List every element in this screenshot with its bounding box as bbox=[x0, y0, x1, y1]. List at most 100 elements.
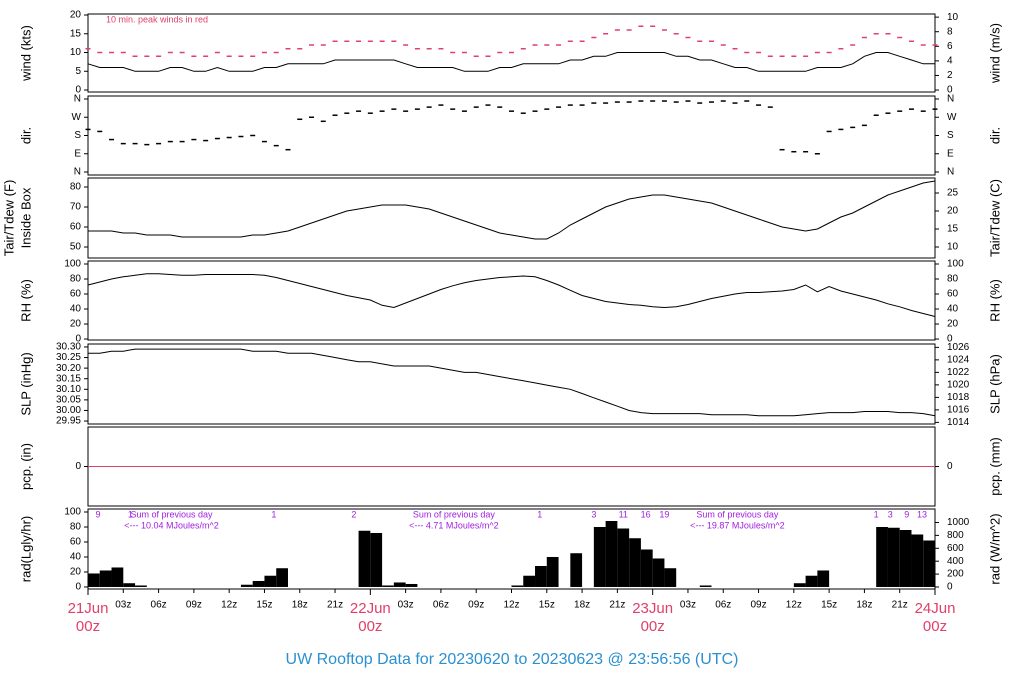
x-tick-label: 12z bbox=[503, 600, 519, 611]
y-tick-label: 29.95 bbox=[56, 416, 81, 427]
x-day-sublabel: 00z bbox=[358, 618, 382, 635]
y2-tick-label: 600 bbox=[947, 543, 964, 554]
bar bbox=[699, 585, 712, 587]
annotation: Sum of previous day bbox=[131, 509, 214, 519]
y-axis-label: Tair/Tdew (F) bbox=[1, 180, 16, 257]
bar bbox=[617, 528, 630, 587]
bar bbox=[664, 568, 677, 587]
y2-axis-label: dir. bbox=[987, 127, 1002, 144]
y-tick-label: 0 bbox=[75, 334, 81, 345]
y-tick-label: 20 bbox=[70, 319, 82, 330]
y2-tick-label: 8 bbox=[947, 26, 953, 37]
hour-label: 16 bbox=[641, 509, 651, 519]
y-tick-label: 60 bbox=[70, 289, 82, 300]
y-tick-label: W bbox=[72, 112, 82, 123]
y2-tick-label: 20 bbox=[947, 319, 959, 330]
bar bbox=[923, 540, 935, 587]
bar bbox=[535, 565, 547, 587]
bar bbox=[511, 585, 524, 587]
bar bbox=[135, 585, 147, 587]
y2-tick-label: 200 bbox=[947, 569, 964, 580]
x-tick-label: 06z bbox=[151, 600, 167, 611]
bar bbox=[817, 570, 830, 587]
x-tick-label: 06z bbox=[433, 600, 449, 611]
x-tick-label: 03z bbox=[115, 600, 131, 611]
bar bbox=[629, 538, 641, 587]
x-day-label: 24Jun bbox=[915, 600, 956, 617]
annotation: Sum of previous day bbox=[696, 509, 779, 519]
series-line bbox=[88, 348, 936, 417]
y-tick-label: 30.15 bbox=[56, 373, 81, 384]
y-tick-label: 30.20 bbox=[56, 363, 81, 374]
hour-label: 19 bbox=[659, 509, 669, 519]
y-tick-label: 20 bbox=[70, 567, 82, 578]
x-tick-label: 18z bbox=[292, 600, 308, 611]
x-tick-label: 18z bbox=[856, 600, 872, 611]
x-tick-label: 21z bbox=[327, 600, 343, 611]
x-tick-label: 12z bbox=[786, 600, 802, 611]
x-day-sublabel: 00z bbox=[923, 618, 947, 635]
x-tick-label: 12z bbox=[221, 600, 237, 611]
hour-label: 3 bbox=[591, 509, 596, 519]
y-axis-label: rad(Lgly/hr) bbox=[18, 516, 33, 582]
annotation: Sum of previous day bbox=[413, 509, 496, 519]
y2-tick-label: 25 bbox=[947, 188, 959, 199]
y2-tick-label: 10 bbox=[947, 242, 959, 253]
annotation: <--- 19.87 MJoules/m^2 bbox=[690, 520, 785, 530]
y2-tick-label: E bbox=[947, 148, 954, 159]
y2-tick-label: 15 bbox=[947, 224, 959, 235]
y2-tick-label: 1022 bbox=[947, 367, 970, 378]
bar bbox=[887, 527, 900, 587]
bar bbox=[593, 526, 606, 587]
x-day-label: 21Jun bbox=[68, 600, 109, 617]
y-tick-label: 100 bbox=[64, 507, 81, 518]
hour-label: 1 bbox=[874, 509, 879, 519]
bar bbox=[605, 520, 618, 587]
chart-title: UW Rooftop Data for 20230620 to 20230623… bbox=[286, 651, 739, 668]
bar bbox=[899, 529, 912, 587]
bar bbox=[358, 530, 371, 587]
y-tick-label: 80 bbox=[70, 522, 82, 533]
y-tick-label: 30.10 bbox=[56, 384, 81, 395]
y-axis-label: dir. bbox=[18, 127, 33, 144]
bar bbox=[876, 526, 888, 587]
x-day-label: 23Jun bbox=[632, 600, 673, 617]
x-tick-label: 06z bbox=[715, 600, 731, 611]
y-tick-label: 80 bbox=[70, 274, 82, 285]
y-tick-label: 100 bbox=[64, 259, 81, 270]
y-tick-label: 40 bbox=[70, 304, 82, 315]
y2-axis-label: SLP (hPa) bbox=[987, 354, 1002, 414]
y2-tick-label: 1018 bbox=[947, 392, 970, 403]
bar bbox=[805, 575, 818, 587]
bar bbox=[652, 558, 665, 587]
series-line bbox=[87, 52, 935, 72]
panel-frame bbox=[87, 95, 936, 176]
bar bbox=[276, 568, 288, 587]
y2-axis-label: RH (%) bbox=[987, 279, 1002, 322]
hour-label: 9 bbox=[904, 509, 909, 519]
x-tick-label: 09z bbox=[186, 600, 202, 611]
bar bbox=[405, 583, 418, 587]
hour-label: 1 bbox=[271, 509, 276, 519]
y2-tick-label: 400 bbox=[947, 556, 964, 567]
y2-axis-label: pcp. (mm) bbox=[987, 437, 1002, 496]
hour-label: 2 bbox=[351, 509, 356, 519]
y2-tick-label: 800 bbox=[947, 530, 964, 541]
x-day-label: 22Jun bbox=[350, 600, 391, 617]
bar bbox=[523, 575, 536, 587]
bar bbox=[640, 549, 653, 587]
hour-label: 11 bbox=[619, 509, 628, 519]
x-tick-label: 09z bbox=[750, 600, 766, 611]
y2-tick-label: 0 bbox=[947, 582, 953, 593]
hour-label: 3 bbox=[888, 509, 893, 519]
y-axis-label: RH (%) bbox=[18, 279, 33, 322]
y-tick-label: N bbox=[74, 167, 81, 178]
y-tick-label: 30.30 bbox=[56, 342, 81, 353]
y2-tick-label: 20 bbox=[947, 206, 959, 217]
y2-tick-label: N bbox=[947, 167, 954, 178]
bar bbox=[99, 570, 112, 587]
x-day-sublabel: 00z bbox=[641, 618, 665, 635]
y2-tick-label: 1020 bbox=[947, 380, 970, 391]
x-day-sublabel: 00z bbox=[76, 618, 100, 635]
